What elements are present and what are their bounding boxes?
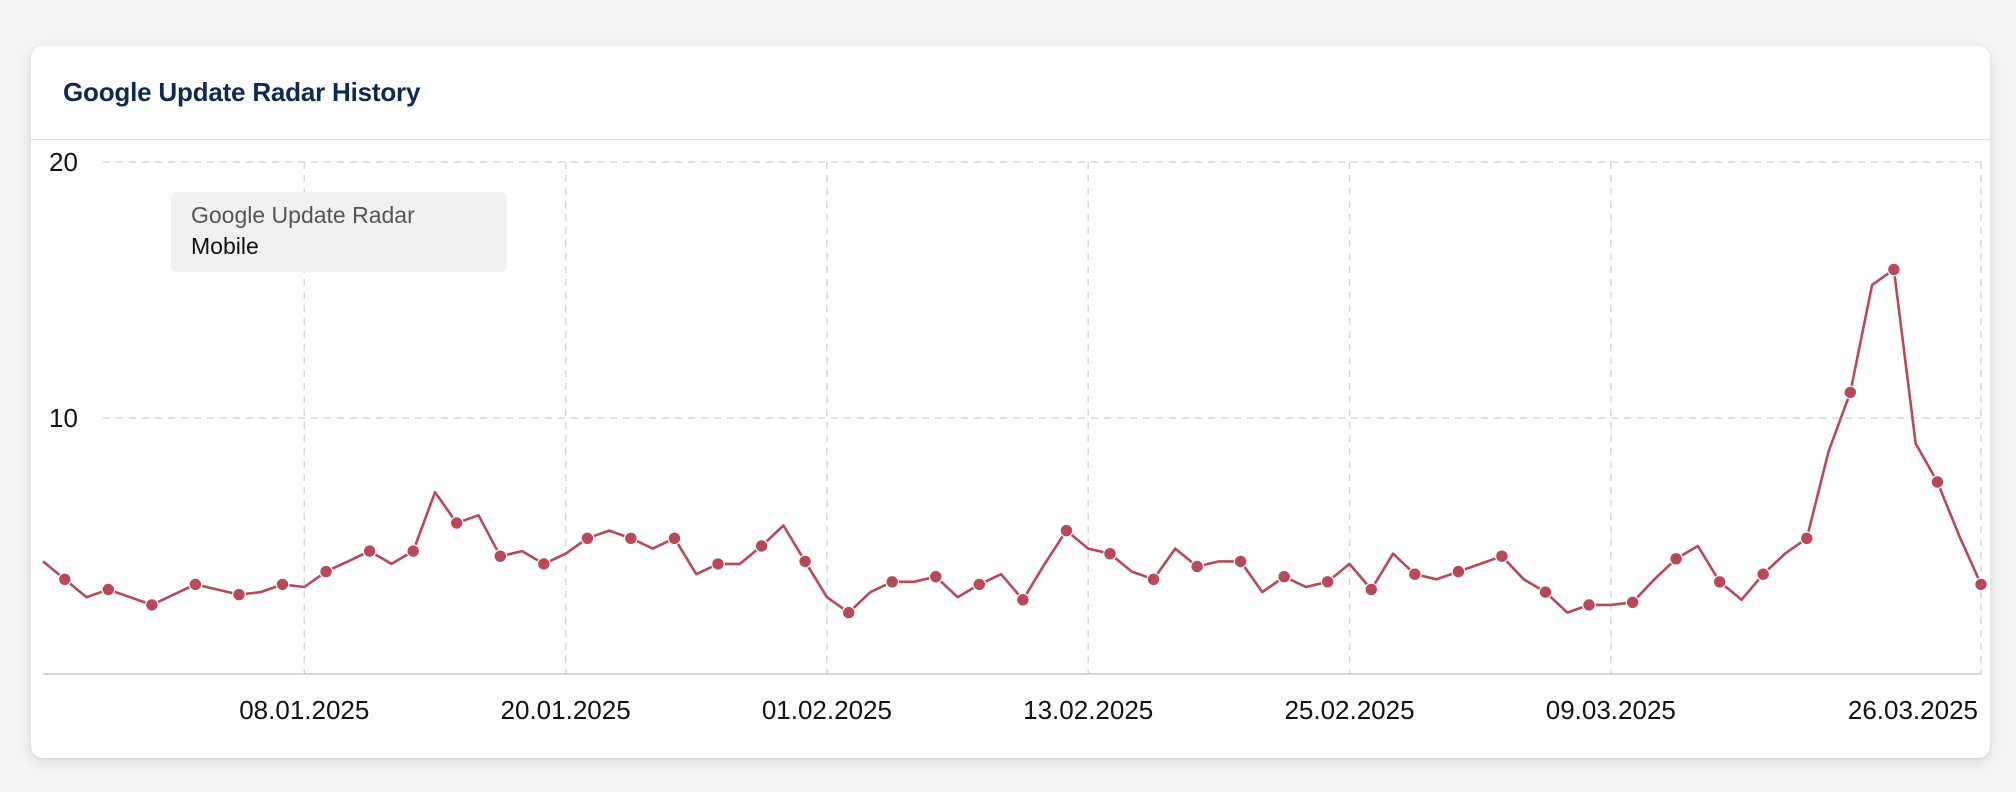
data-point[interactable] [885, 574, 900, 589]
legend-label-series: Mobile [191, 233, 259, 259]
x-axis-ticks: 08.01.2025 20.01.2025 01.02.2025 13.02.2025… [239, 695, 1978, 725]
data-point[interactable] [406, 544, 421, 559]
data-point[interactable] [1233, 554, 1248, 569]
data-point[interactable] [1669, 551, 1683, 566]
data-point[interactable] [1712, 574, 1727, 589]
series-line [42, 268, 1983, 614]
data-point[interactable] [798, 554, 812, 569]
data-point[interactable] [1974, 577, 1988, 592]
data-point[interactable] [972, 577, 987, 592]
data-point[interactable] [449, 516, 464, 530]
data-point[interactable] [841, 605, 856, 620]
data-point[interactable] [101, 582, 116, 597]
line-chart: 10 20 08.01.2025 20.01.2025 01.02.2025 13.02… [42, 147, 1988, 725]
x-tick-label: 09.03.2025 [1546, 695, 1676, 725]
data-point[interactable] [493, 549, 508, 564]
data-point[interactable] [1103, 546, 1117, 561]
data-point[interactable] [1799, 531, 1814, 546]
legend-label-title: Google Update Radar [191, 202, 415, 228]
x-tick-label: 13.02.2025 [1023, 695, 1153, 725]
data-point[interactable] [1538, 585, 1553, 599]
x-tick-label: 25.02.2025 [1284, 695, 1414, 725]
data-point[interactable] [754, 539, 769, 553]
data-point[interactable] [188, 577, 203, 592]
grid [103, 161, 1982, 674]
legend[interactable]: Google Update Radar Mobile [171, 192, 507, 272]
data-point[interactable] [1277, 569, 1292, 584]
x-tick-label: 01.02.2025 [762, 695, 892, 725]
data-point[interactable] [1494, 549, 1509, 564]
data-point[interactable] [1059, 523, 1074, 538]
y-axis-ticks: 10 20 [49, 147, 78, 433]
data-point[interactable] [1582, 598, 1596, 612]
data-point[interactable] [1625, 595, 1640, 610]
data-point[interactable] [1407, 567, 1422, 582]
data-point[interactable] [928, 569, 943, 584]
data-point[interactable] [144, 598, 159, 612]
data-point[interactable] [57, 572, 72, 587]
data-point[interactable] [711, 557, 725, 571]
data-point[interactable] [580, 531, 595, 546]
data-point[interactable] [1843, 385, 1858, 400]
x-tick-label: 20.01.2025 [501, 695, 631, 725]
card-header: Google Update Radar History [31, 46, 1990, 140]
y-tick-label: 20 [49, 147, 78, 177]
data-point[interactable] [275, 577, 290, 592]
x-tick-label: 26.03.2025 [1848, 695, 1978, 725]
data-point[interactable] [624, 531, 638, 546]
data-point[interactable] [1016, 592, 1030, 607]
data-point[interactable] [1190, 559, 1204, 574]
data-point[interactable] [1364, 582, 1379, 597]
series-mobile[interactable] [42, 262, 1988, 620]
card-title: Google Update Radar History [63, 77, 421, 107]
data-point[interactable] [1146, 572, 1161, 587]
data-point[interactable] [1320, 574, 1335, 589]
data-point[interactable] [1451, 564, 1466, 579]
data-point[interactable] [1930, 475, 1945, 489]
chart-card: Google Update Radar History 10 20 08.01.2… [31, 46, 1990, 758]
data-point[interactable] [667, 531, 682, 546]
x-tick-label: 08.01.2025 [239, 695, 369, 725]
data-point[interactable] [232, 587, 246, 602]
data-point[interactable] [1886, 262, 1901, 277]
y-tick-label: 10 [49, 403, 78, 433]
data-point[interactable] [536, 557, 551, 571]
data-point[interactable] [1756, 567, 1771, 582]
data-point[interactable] [362, 544, 377, 559]
legend-box [171, 192, 507, 272]
data-point[interactable] [319, 564, 334, 579]
